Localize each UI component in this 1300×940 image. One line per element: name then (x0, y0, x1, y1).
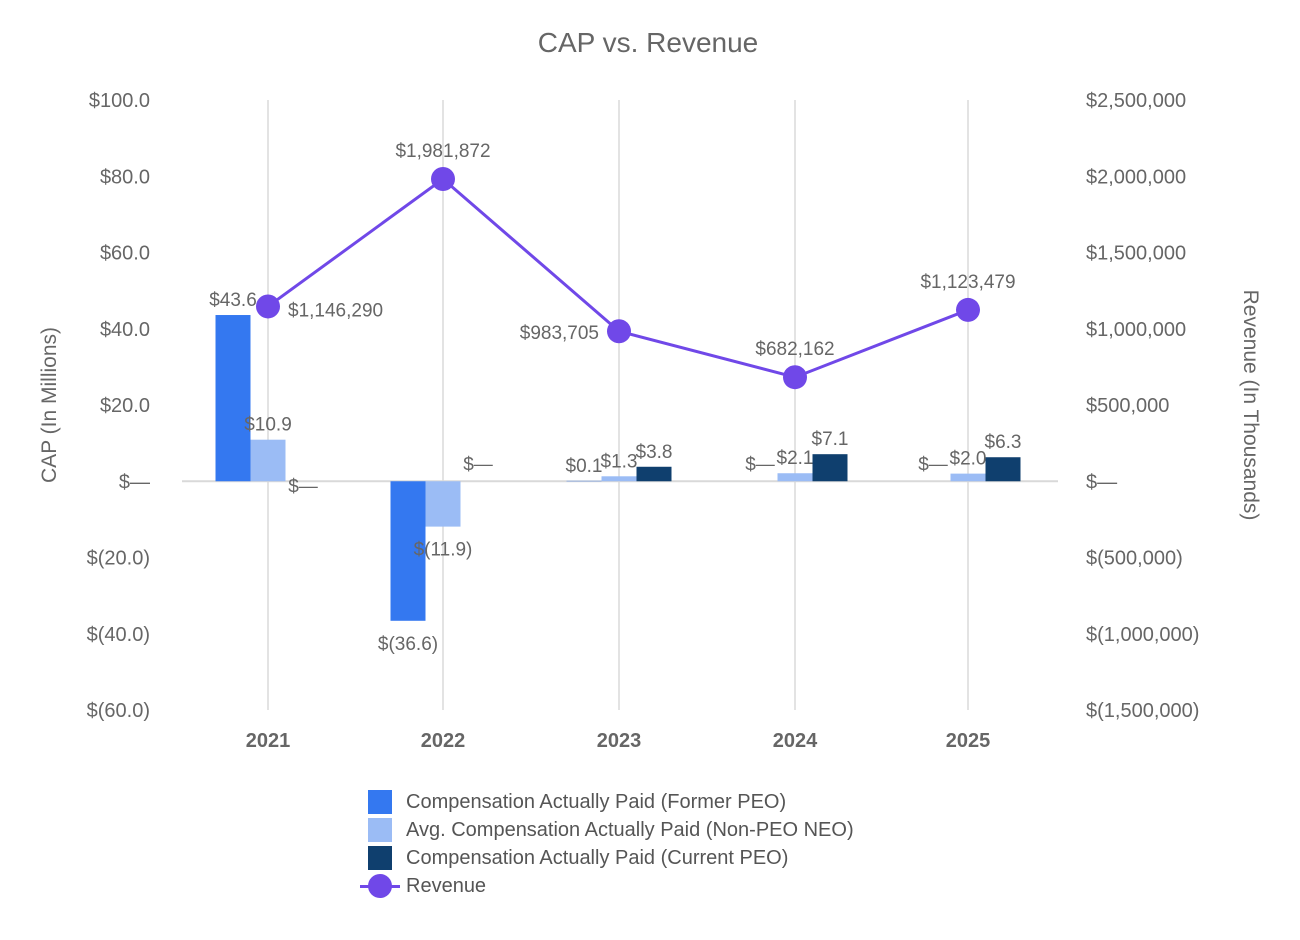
bar-data-label: $43.6 (209, 290, 257, 311)
bar-data-label: $— (745, 454, 775, 475)
revenue-point-2021 (256, 294, 280, 319)
bar-data-label: $1.3 (601, 451, 638, 472)
bar-1-2025 (950, 473, 986, 482)
bar-layer (215, 315, 1021, 621)
legend-swatch-current-peo (368, 846, 392, 870)
y2-tick-label: $(500,000) (1086, 548, 1183, 570)
bar-1-2023 (601, 476, 637, 482)
bar-2-2024 (812, 454, 848, 482)
y-tick-label: $(60.0) (87, 700, 150, 722)
text-layer: CAP vs. Revenue CAP (In Millions) Revenu… (38, 27, 1262, 752)
y-tick-label: $20.0 (100, 395, 150, 417)
legend-swatch-non-peo-neo (368, 818, 392, 842)
legend-item-revenue: Revenue (360, 872, 854, 900)
bar-data-label: $10.9 (244, 415, 292, 436)
bar-1-2022 (425, 481, 461, 527)
chart-title: CAP vs. Revenue (538, 27, 759, 58)
bar-data-label: $2.0 (950, 449, 987, 470)
y2-tick-label: $1,000,000 (1086, 319, 1186, 341)
bar-data-label: $2.1 (777, 448, 814, 469)
legend-item-former-peo: Compensation Actually Paid (Former PEO) (360, 788, 854, 816)
revenue-data-label: $1,981,872 (395, 141, 490, 162)
y2-tick-label: $2,500,000 (1086, 90, 1186, 112)
bar-0-2021 (215, 315, 251, 482)
revenue-point-2022 (431, 167, 455, 192)
y2-tick-label: $— (1086, 471, 1117, 493)
y-tick-label: $80.0 (100, 166, 150, 188)
revenue-point-2025 (956, 297, 980, 322)
legend-label: Revenue (406, 874, 487, 897)
revenue-data-label: $983,705 (520, 323, 599, 344)
legend-label: Compensation Actually Paid (Current PEO) (406, 846, 789, 869)
bar-data-label: $(11.9) (414, 540, 473, 561)
y-axis-label: CAP (In Millions) (38, 327, 61, 483)
bar-2-2023 (636, 466, 672, 482)
line-layer (256, 167, 980, 390)
y-tick-label: $100.0 (89, 90, 150, 112)
revenue-point-2023 (607, 319, 631, 344)
x-tick-label: 2025 (946, 730, 991, 752)
y2-tick-label: $500,000 (1086, 395, 1169, 417)
y2-tick-label: $1,500,000 (1086, 243, 1186, 265)
y-tick-label: $(20.0) (87, 548, 150, 570)
bar-1-2024 (777, 473, 813, 482)
revenue-point-2024 (783, 365, 807, 390)
y-tick-label: $40.0 (100, 319, 150, 341)
revenue-data-label: $1,146,290 (288, 300, 383, 321)
y2-axis-label: Revenue (In Thousands) (1239, 290, 1262, 521)
revenue-data-label: $1,123,479 (920, 272, 1015, 293)
bar-data-label: $3.8 (636, 442, 673, 463)
x-tick-label: 2022 (421, 730, 466, 752)
y2-tick-label: $(1,500,000) (1086, 700, 1199, 722)
legend-item-non-peo-neo: Avg. Compensation Actually Paid (Non-PEO… (360, 816, 854, 844)
y-tick-label: $60.0 (100, 243, 150, 265)
bar-data-label: $— (918, 454, 948, 475)
revenue-data-label: $682,162 (755, 339, 834, 360)
y-tick-label: $— (119, 471, 150, 493)
y2-tick-label: $2,000,000 (1086, 166, 1186, 188)
bar-1-2021 (250, 439, 286, 482)
bar-0-2022 (390, 481, 426, 621)
bar-data-label: $7.1 (812, 429, 849, 450)
bar-data-label: $0.1 (566, 456, 603, 477)
x-tick-label: 2021 (246, 730, 291, 752)
bar-data-label: $6.3 (985, 432, 1022, 453)
legend-label: Avg. Compensation Actually Paid (Non-PEO… (406, 818, 854, 841)
y-tick-label: $(40.0) (87, 624, 150, 646)
bar-data-label: $— (463, 454, 493, 475)
legend-swatch-former-peo (368, 790, 392, 814)
x-tick-label: 2023 (597, 730, 642, 752)
chart-canvas: CAP vs. Revenue CAP (In Millions) Revenu… (38, 27, 1262, 752)
y2-tick-label: $(1,000,000) (1086, 624, 1199, 646)
bar-2-2025 (985, 457, 1021, 482)
x-tick-label: 2024 (773, 730, 818, 752)
legend-line-revenue-icon (360, 874, 400, 898)
bar-data-label: $(36.6) (378, 634, 438, 655)
legend-label: Compensation Actually Paid (Former PEO) (406, 790, 787, 813)
bar-data-label: $— (288, 476, 318, 497)
legend-item-current-peo: Compensation Actually Paid (Current PEO) (360, 844, 854, 872)
grid-layer (182, 100, 1058, 710)
legend: Compensation Actually Paid (Former PEO) … (360, 788, 854, 900)
